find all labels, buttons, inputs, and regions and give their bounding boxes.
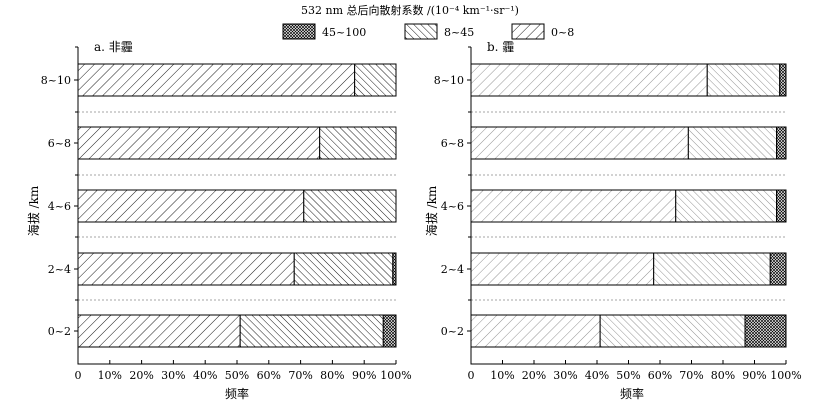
x-tick-label: 90% xyxy=(742,369,766,382)
bar-b-0~2-8~45 xyxy=(599,314,746,348)
bar-a-6~8-0~8 xyxy=(77,126,321,160)
x-tick-label: 30% xyxy=(161,369,185,382)
legend-swatch-45-100 xyxy=(282,23,316,40)
y-axis-title-a: 海拔 /km xyxy=(26,185,41,236)
legend: 532 nm 总后向散射系数 /(10⁻⁴ km⁻¹·sr⁻¹) 45~100 … xyxy=(282,3,574,40)
x-tick-label: 70% xyxy=(679,369,703,382)
bar-b-4~6-0~8 xyxy=(470,189,677,223)
bar-a-2~4-45~100 xyxy=(392,252,397,286)
bar-a-8~10-0~8 xyxy=(77,63,356,97)
y-tick-label: 6~8 xyxy=(48,137,71,150)
y-axis-title-b: 海拔 /km xyxy=(424,185,439,236)
x-tick-label: 60% xyxy=(257,369,281,382)
x-tick-label: 50% xyxy=(616,369,640,382)
x-tick-label: 100% xyxy=(380,369,411,382)
bar-a-4~6-0~8 xyxy=(77,189,305,223)
x-axis-title-a: 频率 xyxy=(225,386,249,401)
x-tick-label: 10% xyxy=(98,369,122,382)
bar-b-6~8-0~8 xyxy=(470,126,689,160)
bar-b-2~4-45~100 xyxy=(769,252,787,286)
x-tick-label: 100% xyxy=(770,369,801,382)
panel-label-a: a. 非霾 xyxy=(94,40,133,54)
bar-b-0~2-45~100 xyxy=(744,314,787,348)
legend-swatch-0-8 xyxy=(511,23,545,40)
y-tick-label: 4~6 xyxy=(441,200,464,213)
y-tick-label: 6~8 xyxy=(441,137,464,150)
panel-haze: 海拔 /km b. 霾 频率 0~2 2~4 4~6 6~8 8~10 0 10% 20% 30… xyxy=(424,40,802,401)
plot-area-a: 0~2 2~4 4~6 6~8 8~10 0 10% 20% 30% 40% 50% 60% 70% 80… xyxy=(41,46,412,382)
x-tick-label: 0 xyxy=(75,369,82,382)
bar-b-0~2-0~8 xyxy=(470,314,601,348)
bar-b-4~6-8~45 xyxy=(675,189,778,223)
panel-label-b: b. 霾 xyxy=(487,40,514,54)
x-tick-label: 20% xyxy=(129,369,153,382)
bar-b-2~4-0~8 xyxy=(470,252,655,286)
x-tick-label: 90% xyxy=(352,369,376,382)
x-tick-label: 50% xyxy=(225,369,249,382)
bar-a-0~2-8~45 xyxy=(239,314,384,348)
x-tick-label: 60% xyxy=(648,369,672,382)
bar-a-2~4-0~8 xyxy=(77,252,295,286)
bar-a-0~2-45~100 xyxy=(382,314,397,348)
x-tick-label: 70% xyxy=(288,369,312,382)
legend-label-8-45: 8~45 xyxy=(444,26,474,39)
legend-title: 532 nm 总后向散射系数 /(10⁻⁴ km⁻¹·sr⁻¹) xyxy=(301,3,519,17)
bar-b-8~10-8~45 xyxy=(706,63,781,97)
y-tick-label: 2~4 xyxy=(441,263,464,276)
bar-b-6~8-45~100 xyxy=(776,126,787,160)
x-axis-title-b: 频率 xyxy=(620,386,644,401)
bar-b-6~8-8~45 xyxy=(687,126,778,160)
plot-area-b: 0~2 2~4 4~6 6~8 8~10 0 10% 20% 30% 40% 50% 60% 70% 80… xyxy=(434,46,802,382)
x-tick-label: 80% xyxy=(320,369,344,382)
y-tick-label: 2~4 xyxy=(48,263,71,276)
x-tick-label: 0 xyxy=(468,369,475,382)
x-tick-label: 40% xyxy=(585,369,609,382)
bar-b-8~10-0~8 xyxy=(470,63,708,97)
bar-a-4~6-8~45 xyxy=(303,189,397,223)
bar-a-6~8-8~45 xyxy=(319,126,397,160)
panel-non-haze: 海拔 /km a. 非霾 频率 0~2 2~4 4~6 6~8 8~10 0 10% 20% 3… xyxy=(26,40,412,401)
y-tick-label: 4~6 xyxy=(48,200,71,213)
x-tick-label: 10% xyxy=(490,369,514,382)
x-tick-label: 80% xyxy=(711,369,735,382)
x-tick-label: 30% xyxy=(553,369,577,382)
y-tick-label: 0~2 xyxy=(441,325,464,338)
bar-b-2~4-8~45 xyxy=(653,252,771,286)
y-tick-label: 8~10 xyxy=(41,74,71,87)
bar-b-8~10-45~100 xyxy=(779,63,787,97)
legend-label-0-8: 0~8 xyxy=(551,26,574,39)
x-tick-label: 20% xyxy=(522,369,546,382)
y-tick-label: 8~10 xyxy=(434,74,464,87)
bar-a-8~10-8~45 xyxy=(354,63,397,97)
bar-a-0~2-0~8 xyxy=(77,314,241,348)
y-tick-label: 0~2 xyxy=(48,325,71,338)
legend-label-45-100: 45~100 xyxy=(322,26,366,39)
legend-swatch-8-45 xyxy=(404,23,438,40)
bar-a-2~4-8~45 xyxy=(293,252,394,286)
x-tick-label: 40% xyxy=(193,369,217,382)
bar-b-4~6-45~100 xyxy=(776,189,787,223)
